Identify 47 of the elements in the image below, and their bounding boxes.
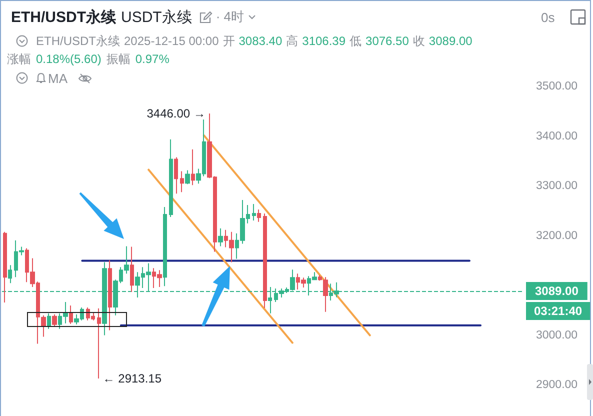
text: 0.97%: [135, 52, 170, 66]
chart-title: ETH/USDT永续: [11, 8, 116, 26]
ref-line-label: 3089.00: [535, 284, 579, 298]
candlestick: [174, 156, 178, 194]
chart-subtitle: USDT永续: [121, 8, 192, 26]
text: 3089.00: [428, 34, 472, 48]
y-tick-label: 3200.00: [536, 230, 578, 242]
candlestick: [47, 312, 51, 330]
candlestick: [263, 212, 267, 308]
text: 3106.39: [302, 34, 346, 48]
text: 低: [350, 32, 362, 50]
candlestick: [69, 304, 73, 324]
candlestick: [180, 170, 184, 193]
candlestick: [108, 260, 112, 331]
text: 03:21:40: [534, 304, 582, 318]
text: 涨幅: [7, 50, 31, 68]
y-tick-label: 3000.00: [536, 329, 578, 342]
candlestick: [252, 204, 256, 221]
y-tick-label: 3500.00: [536, 80, 578, 93]
candlestick: [52, 314, 57, 327]
text: 2025-12-15 00:00: [124, 34, 219, 48]
text: 收: [412, 32, 425, 50]
y-tick-label: 3300.00: [536, 180, 578, 192]
text: 3083.40: [238, 34, 282, 48]
candlestick: [185, 170, 190, 185]
text: 0.18%(5.60): [36, 52, 102, 66]
text: · 4时: [216, 8, 244, 26]
candlestick: [3, 231, 7, 303]
y-tick-label: 2900.00: [536, 379, 578, 391]
text: 高: [286, 32, 298, 50]
candlestick: [97, 308, 101, 379]
candlestick: [218, 228, 223, 247]
y-tick-label: 3400.00: [536, 130, 578, 142]
text: 0s: [541, 10, 555, 24]
candlestick: [191, 148, 195, 186]
annotation: 3446.00 →: [146, 106, 206, 121]
candlestick: [169, 138, 173, 218]
text: ETH/USDT永续: [36, 32, 120, 50]
text: MA: [48, 70, 68, 86]
text: 3076.50: [366, 34, 409, 48]
candlestick: [130, 246, 134, 293]
candlestick: [163, 206, 167, 287]
text: 开: [222, 32, 235, 50]
text: 振幅: [106, 50, 130, 68]
candlestick: [257, 209, 261, 222]
candlestick: [8, 264, 12, 284]
annotation: ← 2913.15: [102, 371, 162, 386]
